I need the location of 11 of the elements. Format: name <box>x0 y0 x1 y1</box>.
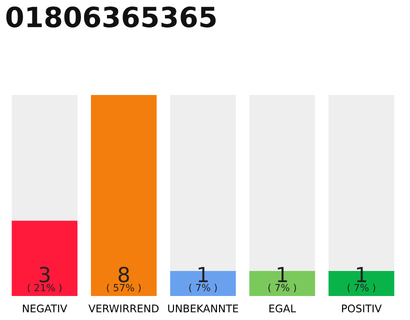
x-tick-label: EGAL <box>269 304 296 312</box>
data-label: 1 ( 7% ) <box>189 266 217 292</box>
data-label: 8 ( 57% ) <box>106 266 141 292</box>
x-tick-label: POSITIV <box>342 304 382 312</box>
data-label: 1 ( 7% ) <box>268 266 296 292</box>
x-tick-label: UNBEKANNTE <box>168 304 238 312</box>
data-label: 3 ( 21% ) <box>28 266 62 292</box>
x-tick-label: VERWIRREND <box>88 304 159 312</box>
data-label: 1 ( 7% ) <box>348 266 376 292</box>
chart-title: 01806365365 <box>6 6 216 28</box>
x-tick-label: NEGATIV <box>22 304 68 312</box>
